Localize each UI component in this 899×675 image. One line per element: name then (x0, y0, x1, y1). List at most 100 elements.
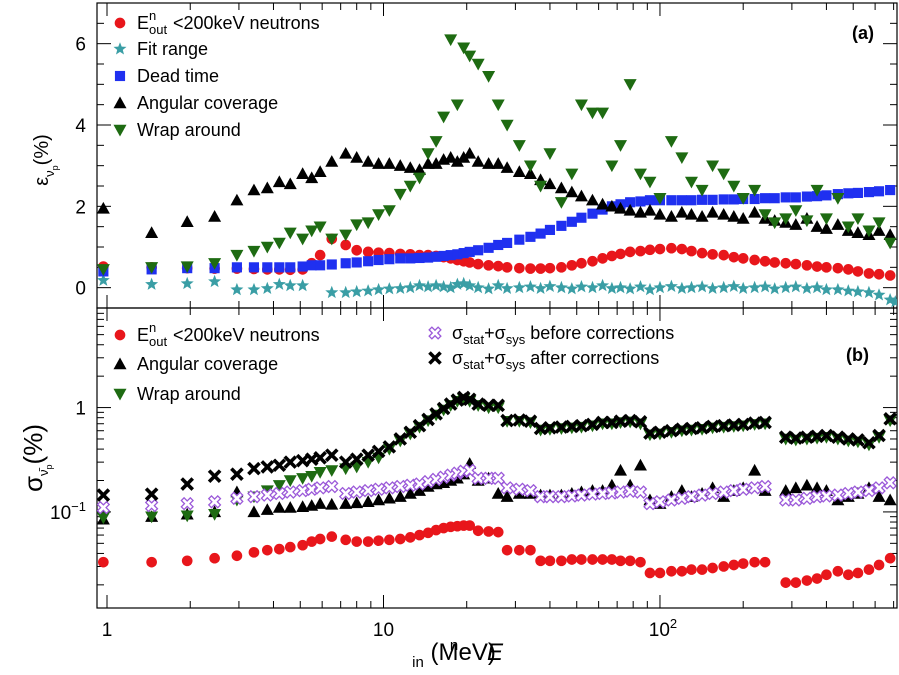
data-point (543, 148, 557, 160)
data-point (421, 280, 435, 293)
data-point (819, 428, 834, 443)
data-point (534, 281, 548, 294)
data-point (464, 257, 476, 268)
data-point (492, 260, 504, 272)
data-point (340, 534, 352, 546)
data-point (473, 245, 484, 256)
data-point (313, 497, 327, 509)
data-point (706, 205, 720, 218)
data-point (862, 483, 876, 498)
x-mark-stroke (403, 425, 418, 440)
x-axis: 1 10 102 (102, 616, 677, 641)
data-point (736, 281, 750, 294)
data-point (779, 213, 793, 226)
data-point (393, 490, 407, 502)
data-point (872, 428, 886, 443)
data-point (789, 280, 803, 293)
data-point (790, 192, 801, 203)
data-point (491, 487, 505, 499)
data-point (361, 217, 375, 230)
panel-b-frame (96, 307, 898, 609)
data-point (247, 489, 261, 504)
data-point (544, 262, 556, 274)
panel-a-marks (97, 34, 897, 308)
y-tick-label: 10−1 (50, 499, 86, 524)
data-point (248, 262, 260, 273)
data-point (349, 485, 364, 499)
data-point (313, 467, 327, 479)
data-point (587, 255, 598, 267)
data-point (393, 281, 407, 294)
data-point (634, 280, 647, 293)
data-point (831, 218, 845, 230)
data-point (443, 397, 458, 411)
data-point (283, 177, 297, 190)
data-point (810, 220, 824, 232)
data-point (696, 564, 708, 575)
data-point (605, 281, 619, 294)
data-point (643, 282, 657, 296)
data-point (471, 280, 485, 294)
data-point (625, 197, 636, 208)
data-point (758, 415, 772, 430)
x-mark-stroke (533, 421, 548, 436)
data-point (535, 228, 546, 239)
data-point (350, 284, 364, 298)
data-point (574, 189, 588, 202)
data-point (654, 243, 666, 255)
data-point (736, 193, 750, 205)
data-point (483, 259, 494, 271)
data-point (431, 251, 442, 262)
data-point (413, 163, 427, 175)
data-point (789, 431, 803, 445)
data-point (471, 397, 485, 411)
data-point (97, 264, 110, 276)
data-point (566, 554, 578, 565)
x-mark-stroke (554, 420, 569, 434)
legend-label: σstat+σsys before corrections (452, 323, 674, 347)
data-point (525, 544, 536, 556)
data-point (759, 556, 771, 568)
data-point (748, 280, 762, 294)
data-point (852, 567, 864, 579)
data-point (597, 554, 608, 565)
data-point (780, 192, 791, 203)
data-point (283, 227, 297, 240)
data-point (413, 484, 427, 496)
x-mark-stroke (207, 469, 222, 483)
data-point (614, 201, 628, 214)
data-point (883, 228, 897, 240)
data-point (450, 155, 464, 167)
data-point (851, 213, 865, 226)
data-point (587, 208, 598, 219)
data-point (382, 440, 397, 454)
data-point (500, 119, 514, 132)
data-point (811, 261, 823, 272)
data-point (686, 195, 697, 206)
data-point (414, 529, 425, 541)
data-point (315, 260, 326, 271)
x-mark-stroke (283, 455, 298, 469)
data-point (382, 282, 396, 295)
data-point (851, 226, 865, 238)
data-point (705, 419, 720, 434)
data-point (284, 541, 296, 553)
data-point (283, 455, 298, 469)
data-point (644, 244, 656, 256)
data-point (543, 420, 557, 435)
data-point (841, 221, 855, 234)
data-point (373, 254, 384, 266)
data-point (247, 282, 261, 296)
data-point (361, 448, 375, 462)
data-point (623, 282, 637, 295)
data-point (728, 251, 740, 263)
data-point (843, 188, 854, 199)
data-point (463, 50, 477, 63)
legend-marker (113, 42, 127, 55)
data-point (676, 195, 687, 206)
data-point (349, 452, 364, 467)
data-point (338, 455, 353, 469)
data-point (339, 497, 353, 509)
data-point (554, 420, 569, 434)
